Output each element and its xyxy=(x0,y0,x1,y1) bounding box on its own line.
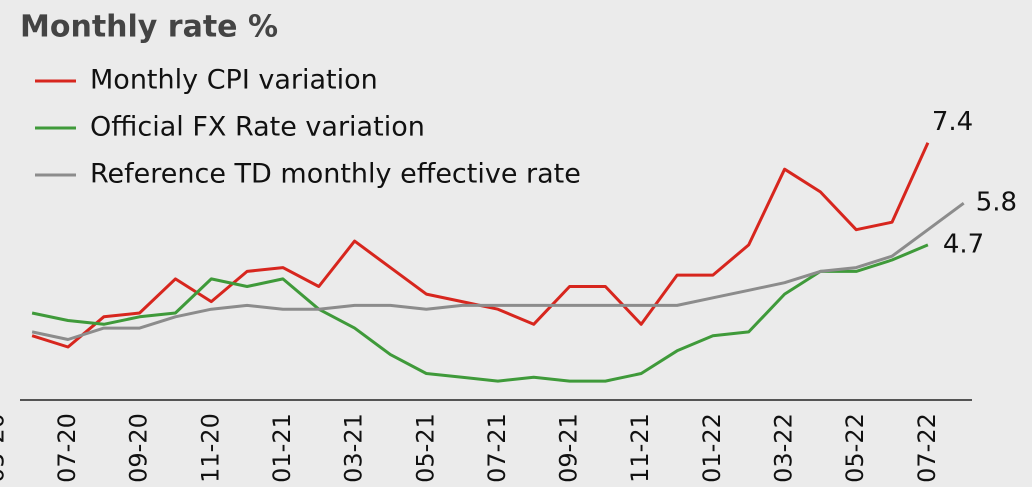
end-label: 5.8 xyxy=(976,188,1017,218)
x-tick-label: 03-21 xyxy=(340,413,368,483)
line-series xyxy=(31,243,929,383)
x-tick-label: 07-20 xyxy=(53,413,81,483)
x-tick-label: 01-21 xyxy=(268,413,296,483)
x-tick-label: 03-22 xyxy=(770,413,798,483)
x-tick-label: 01-22 xyxy=(698,413,726,483)
legend-label: Official FX Rate variation xyxy=(90,112,425,143)
line-series xyxy=(31,201,965,341)
x-tick-label: 05-22 xyxy=(841,413,869,483)
chart-title: Monthly rate % xyxy=(20,10,278,45)
end-label: 7.4 xyxy=(932,107,973,137)
x-tick-label: 11-21 xyxy=(626,413,654,483)
x-tick-label: 09-21 xyxy=(555,413,583,483)
x-tick-label: 11-20 xyxy=(196,413,224,483)
x-tick-label: 07-22 xyxy=(913,413,941,483)
legend-label: Monthly CPI variation xyxy=(90,65,378,96)
x-tick-label: 07-21 xyxy=(483,413,511,483)
legend-label: Reference TD monthly effective rate xyxy=(90,159,581,190)
x-tick-label: 09-20 xyxy=(125,413,153,483)
end-label: 4.7 xyxy=(943,229,984,259)
x-tick-label: 05-21 xyxy=(411,413,439,483)
x-tick-label: 05-20 xyxy=(0,413,9,483)
